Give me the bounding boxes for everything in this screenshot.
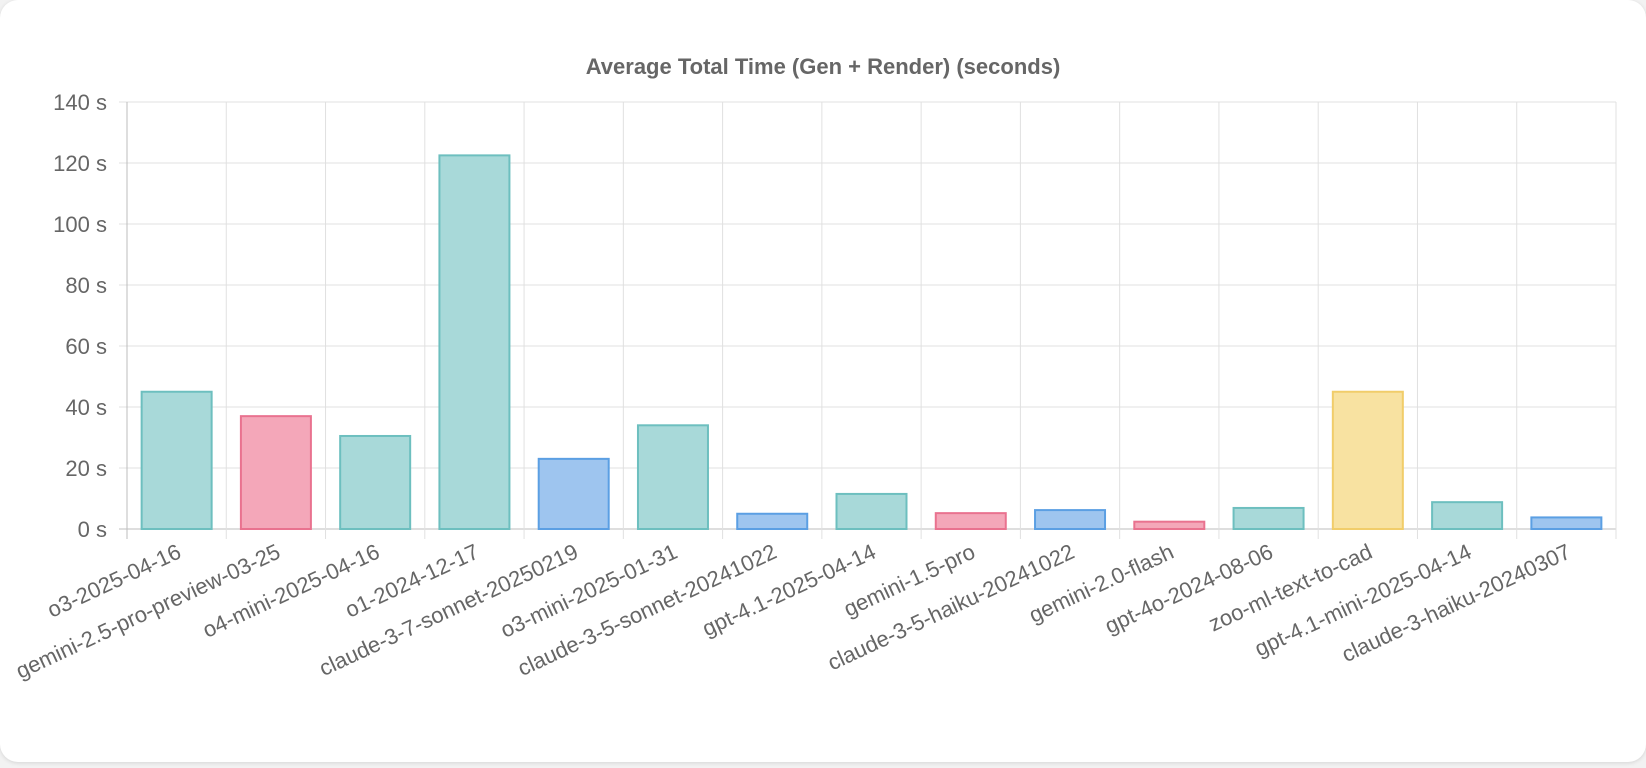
y-tick-label: 100 s — [53, 212, 107, 237]
bar-10 — [1034, 509, 1107, 530]
y-tick-label: 120 s — [53, 151, 107, 176]
y-tick-label: 20 s — [65, 456, 107, 481]
x-axis: o3-2025-04-16gemini-2.5-pro-preview-03-2… — [12, 539, 1575, 684]
y-tick-label: 140 s — [53, 90, 107, 115]
bar-14 — [1431, 501, 1504, 531]
y-tick-label: 40 s — [65, 395, 107, 420]
bar-4 — [438, 154, 511, 530]
bar-5 — [537, 457, 610, 531]
bar-2 — [239, 415, 312, 530]
x-tick-label: o4-mini-2025-04-16 — [199, 539, 384, 643]
bar-1 — [140, 390, 213, 530]
bar-11 — [1133, 520, 1206, 530]
bar-6 — [636, 424, 709, 530]
grid-lines — [119, 101, 1617, 539]
bar-7 — [736, 512, 809, 530]
bar-13 — [1331, 390, 1404, 530]
x-tick-label: gpt-4.1-2025-04-14 — [698, 539, 879, 641]
y-tick-label: 60 s — [65, 334, 107, 359]
bar-9 — [934, 512, 1007, 531]
y-axis: 0 s 20 s 40 s 60 s 80 s 100 s 120 s 140 s — [53, 90, 107, 542]
bar-15 — [1530, 516, 1603, 530]
y-tick-label: 0 s — [78, 517, 107, 542]
x-tick-label: gpt-4o-2024-08-06 — [1101, 539, 1277, 639]
bars — [140, 154, 1603, 531]
bar-8 — [835, 492, 908, 530]
chart-title: Average Total Time (Gen + Render) (secon… — [586, 54, 1061, 79]
y-tick-label: 80 s — [65, 273, 107, 298]
bar-3 — [339, 434, 412, 531]
bar-12 — [1232, 506, 1305, 530]
